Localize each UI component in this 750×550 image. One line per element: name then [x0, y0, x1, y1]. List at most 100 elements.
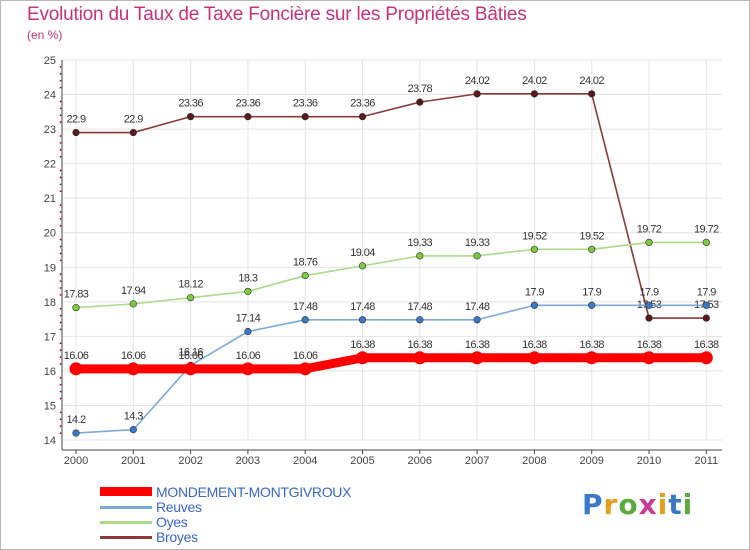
- series-line-reuves: [75, 304, 708, 434]
- x-tick-label: 2007: [465, 455, 489, 467]
- data-label-reuves: 16.16: [178, 346, 203, 358]
- data-point-reuves: [358, 316, 367, 324]
- data-point-oyes: [72, 304, 80, 312]
- data-label-mondement-montgivroux: 16.38: [637, 339, 662, 351]
- data-point-oyes: [416, 252, 424, 260]
- y-minor-tick: [59, 169, 62, 172]
- data-label-mondement-montgivroux: 16.38: [694, 339, 719, 351]
- data-label-reuves: 17.9: [639, 286, 658, 298]
- data-point-broyes: [645, 314, 653, 322]
- y-minor-tick: [59, 321, 62, 324]
- data-label-oyes: 19.52: [579, 230, 604, 242]
- y-minor-tick: [59, 142, 62, 144]
- y-minor-tick: [59, 397, 62, 400]
- y-tick-label: 24: [44, 90, 56, 102]
- data-label-broyes: 23.36: [350, 98, 375, 110]
- legend-swatch-broyes: [100, 536, 152, 539]
- y-minor-tick: [59, 100, 62, 103]
- legend-item-reuves: Reuves: [100, 499, 440, 515]
- y-minor-tick: [59, 342, 62, 345]
- y-minor-tick: [59, 107, 62, 110]
- logo-letter: P: [582, 488, 604, 521]
- y-minor-tick: [59, 79, 62, 82]
- data-point-mondement-montgivroux: [413, 351, 427, 365]
- data-label-mondement-montgivroux: 16.06: [178, 350, 203, 362]
- x-tick-label: 2009: [579, 455, 603, 467]
- series-line-mondement-montgivroux: [71, 353, 711, 374]
- legend-swatch-mondement-montgivroux: [100, 487, 152, 496]
- y-minor-tick: [59, 294, 62, 296]
- y-minor-tick: [59, 155, 62, 158]
- data-label-oyes: 17.94: [121, 285, 146, 297]
- y-minor-tick: [59, 425, 62, 428]
- data-label-reuves: 17.48: [408, 301, 433, 313]
- y-minor-tick: [59, 314, 62, 317]
- legend-item-mondement-montgivroux: MONDEMENT-MONTGIVROUX: [100, 484, 440, 500]
- y-tick-label: 15: [44, 400, 56, 412]
- y-minor-tick: [59, 190, 62, 193]
- legend-label-oyes: Oyes: [156, 514, 188, 530]
- legend: MONDEMENT-MONTGIVROUX Reuves Oyes Broyes: [100, 484, 440, 545]
- chart-title: Evolution du Taux de Taxe Foncière sur l…: [27, 4, 527, 25]
- data-point-broyes: [702, 314, 710, 322]
- data-point-broyes: [129, 128, 137, 137]
- data-label-mondement-montgivroux: 16.38: [465, 339, 490, 351]
- legend-swatch-oyes: [100, 521, 152, 524]
- y-minor-tick: [59, 259, 62, 262]
- data-label-oyes: 19.04: [350, 247, 375, 259]
- logo-letter: r: [603, 488, 619, 521]
- logo-letter: x: [638, 488, 658, 521]
- y-tick-label: 14: [44, 435, 56, 447]
- data-label-broyes: 23.36: [178, 98, 203, 110]
- data-label-mondement-montgivroux: 16.38: [579, 339, 604, 351]
- series-line-oyes: [75, 241, 708, 309]
- y-minor-tick: [59, 218, 62, 220]
- data-point-broyes: [301, 113, 309, 121]
- data-point-mondement-montgivroux: [184, 362, 198, 376]
- y-tick-label: 18: [44, 297, 56, 309]
- data-label-reuves: 17.48: [293, 301, 318, 313]
- logo-letter: o: [618, 488, 639, 521]
- y-minor-tick: [59, 328, 62, 331]
- data-point-reuves: [645, 301, 653, 309]
- data-label-broyes: 24.02: [465, 75, 490, 87]
- y-minor-tick: [59, 72, 62, 75]
- data-point-mondement-montgivroux: [69, 362, 83, 376]
- data-label-mondement-montgivroux: 16.06: [236, 350, 261, 362]
- y-minor-tick: [59, 211, 62, 213]
- y-minor-tick: [59, 307, 62, 310]
- y-minor-tick: [59, 432, 62, 434]
- y-minor-tick: [59, 148, 62, 151]
- y-minor-tick: [59, 245, 62, 248]
- y-minor-tick: [59, 204, 62, 206]
- y-minor-tick: [59, 86, 62, 89]
- data-label-broyes: 23.36: [293, 98, 318, 110]
- data-point-reuves: [301, 316, 309, 324]
- data-point-oyes: [358, 262, 367, 270]
- data-point-reuves: [473, 316, 481, 324]
- legend-label-mondement-montgivroux: MONDEMENT-MONTGIVROUX: [156, 484, 352, 500]
- data-point-reuves: [244, 327, 252, 336]
- data-point-oyes: [129, 300, 137, 308]
- y-tick-label: 20: [44, 228, 56, 240]
- proxiti-logo: Proxiti: [582, 488, 693, 521]
- data-point-broyes: [416, 98, 424, 106]
- data-point-broyes: [187, 113, 195, 121]
- data-point-oyes: [645, 238, 653, 246]
- x-tick-label: 2001: [121, 455, 145, 467]
- y-minor-tick: [59, 238, 62, 241]
- y-minor-tick: [59, 183, 62, 186]
- y-minor-tick: [59, 135, 62, 137]
- data-label-reuves: 17.48: [350, 301, 375, 313]
- data-point-mondement-montgivroux: [298, 362, 312, 376]
- data-point-reuves: [129, 426, 137, 434]
- data-label-oyes: 18.3: [238, 272, 257, 284]
- legend-label-reuves: Reuves: [156, 499, 202, 515]
- data-label-reuves: 14.2: [66, 414, 85, 426]
- series-line-broyes: [75, 93, 708, 319]
- y-tick-label: 23: [44, 124, 56, 136]
- data-label-oyes: 19.72: [694, 223, 719, 235]
- y-minor-tick: [59, 349, 62, 352]
- y-tick-label: 16: [44, 366, 56, 378]
